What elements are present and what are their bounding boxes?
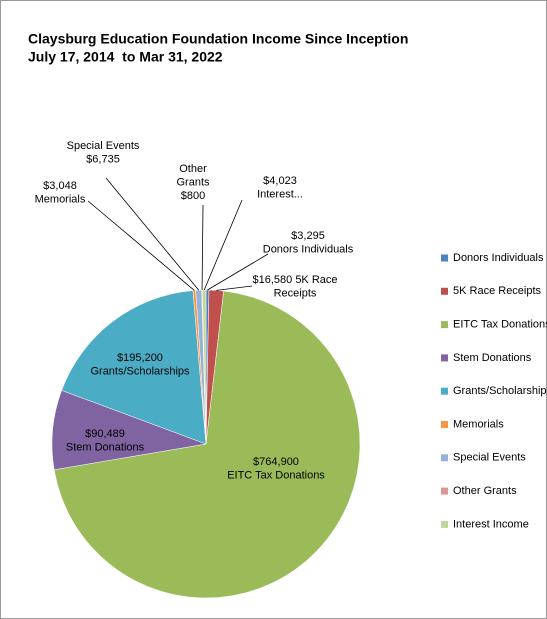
chart-title: Claysburg Education Foundation Income Si… [28, 31, 408, 47]
legend-label: Interest Income [453, 518, 529, 530]
data-label-part: $90,489 [85, 428, 125, 440]
data-label-part: $800 [181, 190, 205, 202]
leader-line [201, 204, 204, 291]
data-label: $4,023 [263, 175, 297, 187]
data-label-part: $195,200 [117, 352, 163, 364]
legend-label: Special Events [453, 452, 526, 464]
data-label: Grants [176, 176, 210, 188]
legend-swatch [441, 287, 448, 295]
data-label-part: Receipts [274, 287, 317, 299]
data-label: $6,735 [86, 153, 120, 165]
data-label-part: Memorials [35, 193, 86, 205]
data-label-part: $4,023 [263, 175, 297, 187]
legend-swatch [441, 421, 448, 428]
data-label-part: Grants [176, 176, 210, 188]
data-label: Stem Donations [66, 441, 145, 453]
leader-line [87, 200, 195, 291]
data-label: Interest... [257, 188, 303, 200]
leader-line [216, 285, 253, 291]
legend-label: 5K Race Receipts [453, 285, 542, 297]
data-label: $16,580 5K Race [252, 274, 337, 286]
data-label-part: Interest... [257, 188, 303, 200]
leader-line [207, 253, 269, 291]
data-label-part: $764,900 [253, 456, 299, 468]
legend-swatch [441, 354, 448, 362]
legend-swatch [441, 387, 448, 395]
legend-swatch [441, 254, 448, 262]
data-label: $3,048 [43, 180, 77, 192]
legend-label: Grants/Scholarships [453, 385, 547, 397]
legend-label: Memorials [453, 418, 504, 430]
data-label-part: Donors Individuals [263, 243, 354, 255]
data-label-part: EITC Tax Donations [227, 469, 325, 481]
legend-label: Stem Donations [453, 352, 532, 364]
data-label: Special Events [67, 140, 140, 152]
data-label: Donors Individuals [263, 243, 354, 255]
data-label: $800 [181, 190, 205, 202]
legend-swatch [441, 321, 448, 329]
data-label-part: Special Events [67, 140, 140, 152]
data-label-part: Other [179, 163, 207, 175]
legend-label: Other Grants [453, 485, 517, 497]
pie-slice [61, 290, 207, 445]
data-label: EITC Tax Donations [227, 469, 325, 481]
data-label: $764,900 [253, 456, 299, 468]
data-label: Other [179, 163, 207, 175]
data-label-part: $6,735 [86, 153, 120, 165]
data-label: $90,489 [85, 428, 125, 440]
legend-label: Donors Individuals [453, 252, 544, 264]
chart-subtitle: July 17, 2014 to Mar 31, 2022 [28, 49, 223, 65]
data-label: Memorials [35, 193, 86, 205]
leader-line [105, 177, 200, 291]
data-label-part: Grants/Scholarships [90, 365, 190, 377]
leader-line [203, 199, 243, 291]
data-label: Receipts [274, 287, 317, 299]
legend-swatch [441, 487, 448, 495]
data-label-part: 5K Race [295, 274, 337, 286]
pie-slice [53, 290, 361, 599]
legend-label: EITC Tax Donations [453, 319, 547, 331]
data-label-part: $3,295 [291, 230, 325, 242]
legend-swatch [441, 520, 448, 528]
data-label-part: Stem Donations [66, 441, 145, 453]
data-label: $195,200 [117, 352, 163, 364]
data-label: Grants/Scholarships [90, 365, 190, 377]
legend-swatch [441, 454, 448, 462]
data-label-part: $3,048 [43, 180, 77, 192]
data-label-part: $16,580 [252, 274, 292, 286]
data-label: $3,295 [291, 230, 325, 242]
